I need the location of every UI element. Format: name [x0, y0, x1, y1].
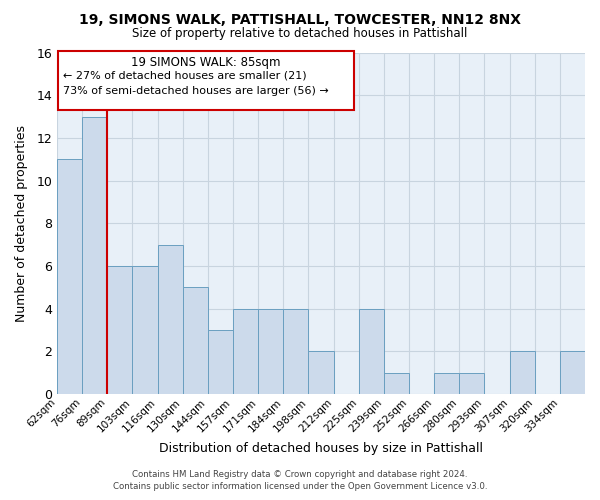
- Bar: [183, 288, 208, 394]
- Text: Size of property relative to detached houses in Pattishall: Size of property relative to detached ho…: [133, 28, 467, 40]
- FancyBboxPatch shape: [58, 52, 354, 110]
- Bar: [258, 308, 283, 394]
- Bar: [133, 266, 158, 394]
- Text: Contains HM Land Registry data © Crown copyright and database right 2024.
Contai: Contains HM Land Registry data © Crown c…: [113, 470, 487, 491]
- Bar: [509, 352, 535, 394]
- Bar: [57, 159, 82, 394]
- Bar: [158, 244, 183, 394]
- Bar: [233, 308, 258, 394]
- Bar: [560, 352, 585, 394]
- Bar: [434, 372, 460, 394]
- Bar: [308, 352, 334, 394]
- Bar: [359, 308, 384, 394]
- Text: 73% of semi-detached houses are larger (56) →: 73% of semi-detached houses are larger (…: [64, 86, 329, 96]
- Bar: [384, 372, 409, 394]
- Bar: [208, 330, 233, 394]
- Bar: [82, 116, 107, 394]
- Bar: [460, 372, 484, 394]
- Bar: [283, 308, 308, 394]
- Y-axis label: Number of detached properties: Number of detached properties: [15, 125, 28, 322]
- Text: 19, SIMONS WALK, PATTISHALL, TOWCESTER, NN12 8NX: 19, SIMONS WALK, PATTISHALL, TOWCESTER, …: [79, 12, 521, 26]
- Bar: [107, 266, 133, 394]
- Text: ← 27% of detached houses are smaller (21): ← 27% of detached houses are smaller (21…: [64, 71, 307, 81]
- X-axis label: Distribution of detached houses by size in Pattishall: Distribution of detached houses by size …: [159, 442, 483, 455]
- Text: 19 SIMONS WALK: 85sqm: 19 SIMONS WALK: 85sqm: [131, 56, 281, 68]
